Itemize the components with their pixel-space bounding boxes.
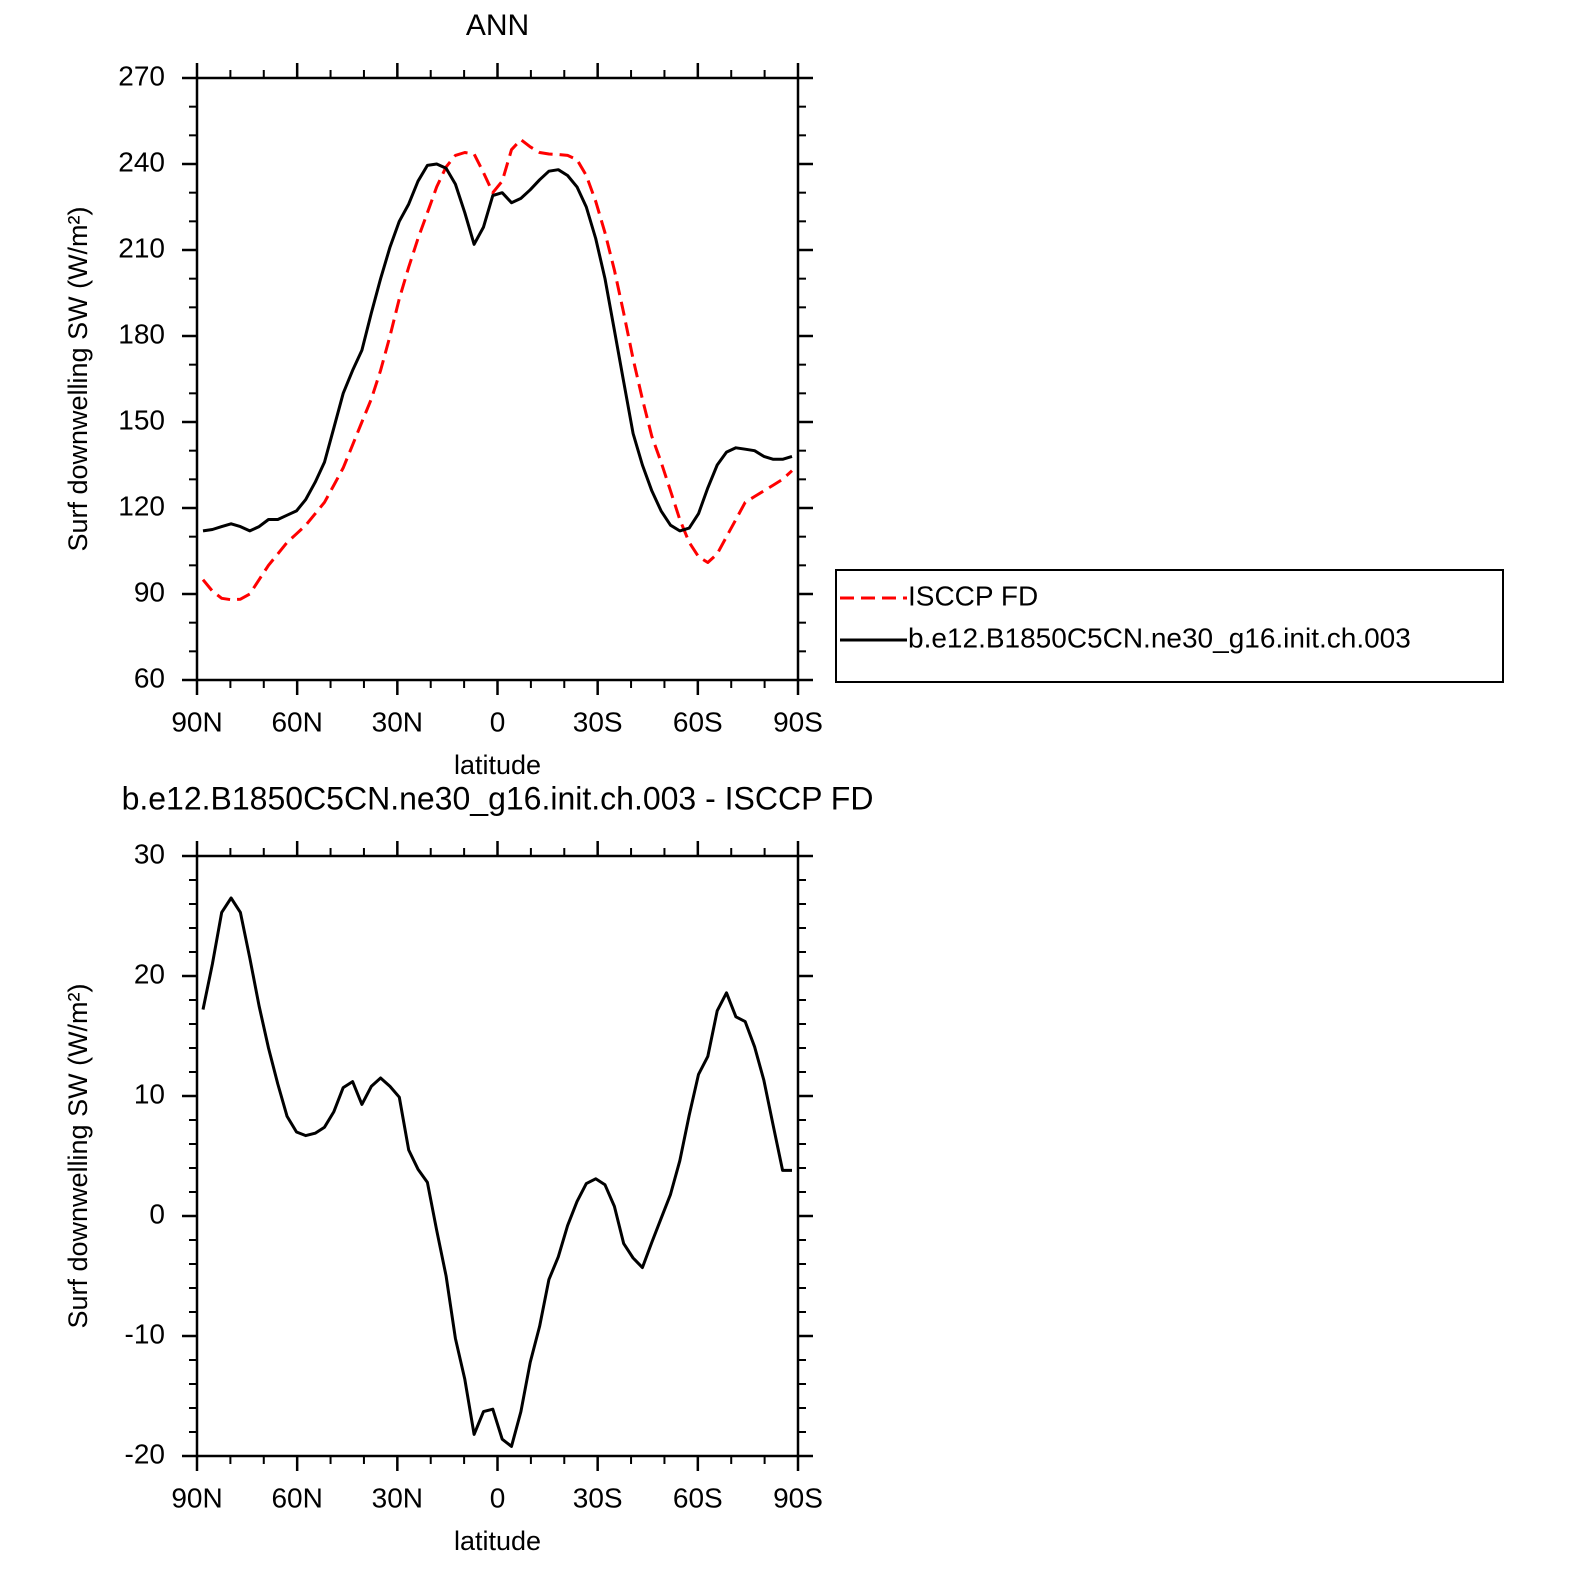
data-line: [201, 896, 792, 1448]
x-tick-label: 60S: [673, 706, 723, 737]
y-tick-label: -20: [125, 1438, 165, 1469]
data-line: [202, 162, 793, 533]
y-tick-label: 150: [118, 404, 165, 435]
x-tick-label: 0: [490, 706, 506, 737]
x-axis-label: latitude: [454, 750, 541, 780]
x-tick-label: 30N: [372, 1482, 423, 1513]
x-tick-label: 90N: [171, 1482, 222, 1513]
y-tick-label: -10: [125, 1318, 165, 1349]
legend-label: ISCCP FD: [908, 580, 1038, 611]
chart-title: ANN: [466, 9, 529, 42]
x-tick-label: 0: [490, 1482, 506, 1513]
x-tick-label: 30S: [573, 1482, 623, 1513]
y-tick-label: 180: [118, 318, 165, 349]
plot-frame: [195, 76, 800, 682]
y-tick-label: 30: [134, 838, 165, 869]
y-axis-label: Surf downwelling SW (W/m²): [63, 983, 93, 1328]
chart-title: b.e12.B1850C5CN.ne30_g16.init.ch.003 - I…: [122, 780, 874, 816]
x-tick-label: 90S: [773, 1482, 823, 1513]
data-line: [201, 138, 794, 602]
plot-frame: [195, 854, 800, 1458]
legend-label: b.e12.B1850C5CN.ne30_g16.init.ch.003: [908, 622, 1411, 653]
y-tick-label: 210: [118, 232, 165, 263]
y-tick-label: 240: [118, 146, 165, 177]
y-tick-label: 10: [134, 1078, 165, 1109]
y-tick-label: 120: [118, 490, 165, 521]
x-tick-label: 60S: [673, 1482, 723, 1513]
x-tick-label: 30S: [573, 706, 623, 737]
x-tick-label: 60N: [271, 1482, 322, 1513]
x-axis-label: latitude: [454, 1526, 541, 1556]
y-tick-label: 90: [134, 576, 165, 607]
y-tick-label: 270: [118, 60, 165, 91]
y-tick-label: 0: [149, 1198, 165, 1229]
y-tick-label: 60: [134, 662, 165, 693]
x-tick-label: 60N: [271, 706, 322, 737]
x-tick-label: 30N: [372, 706, 423, 737]
x-tick-label: 90S: [773, 706, 823, 737]
x-tick-label: 90N: [171, 706, 222, 737]
y-axis-label: Surf downwelling SW (W/m²): [63, 206, 93, 551]
y-tick-label: 20: [134, 958, 165, 989]
legend-box: [835, 569, 1504, 683]
